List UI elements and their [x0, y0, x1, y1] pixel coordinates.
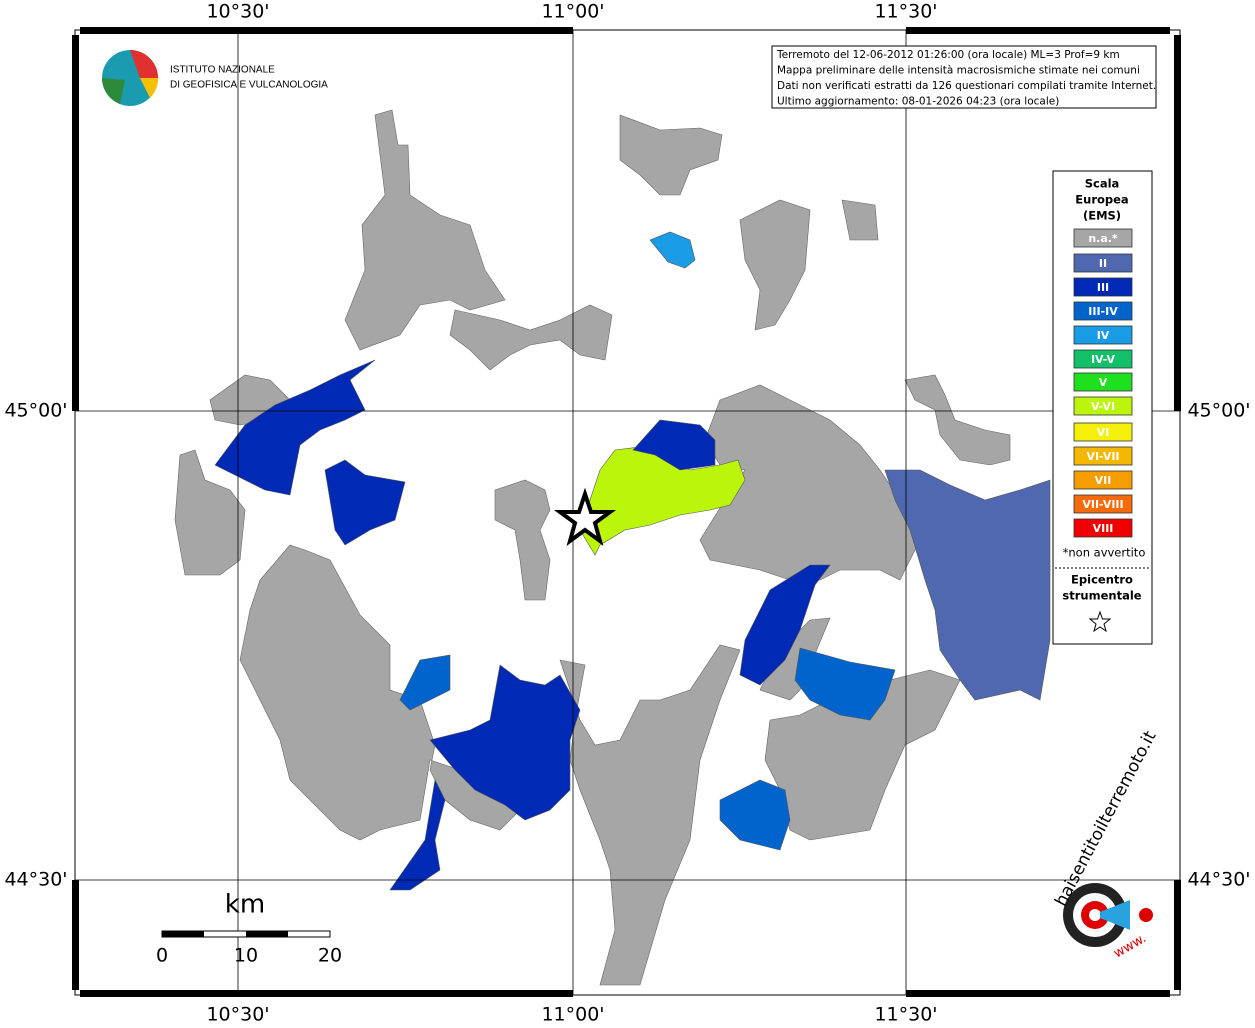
- lat-label: 44°30': [1187, 869, 1250, 891]
- lat-label: 45°00': [4, 400, 67, 422]
- legend-label: n.a.*: [1088, 232, 1118, 245]
- legend-note: *non avvertito: [1063, 546, 1146, 560]
- legend-epicentre: strumentale: [1062, 589, 1141, 603]
- legend-label: VII-VIII: [1082, 498, 1123, 511]
- legend-label: II: [1099, 257, 1107, 270]
- legend-swatch: [1073, 518, 1133, 538]
- lon-label: 10°30': [206, 1, 269, 23]
- epicentre-star: [553, 487, 617, 547]
- info-line: Ultimo aggiornamento: 08-01-2026 04:23 (…: [777, 96, 1059, 108]
- legend-label: IV-V: [1091, 353, 1116, 366]
- legend-label: IV: [1097, 329, 1110, 342]
- lat-label: 44°30': [4, 869, 67, 891]
- axis-labels: 10°30' 11°00' 11°30' 10°30' 11°00' 11°30…: [4, 1, 1250, 1026]
- lon-label: 10°30': [206, 1004, 269, 1025]
- legend: ScalaEuropea(EMS)n.a.*IIIIIIII-IVIVIV-VV…: [1055, 177, 1150, 633]
- legend-swatch: [1073, 446, 1133, 466]
- legend-swatch: [1073, 277, 1133, 297]
- legend-swatch: [1073, 372, 1133, 392]
- legend-title: (EMS): [1083, 209, 1121, 223]
- scale-unit: km: [225, 890, 265, 920]
- legend-label: V-VI: [1091, 400, 1115, 413]
- lon-label: 11°00': [541, 1004, 604, 1025]
- logo-text: DI GEOFISICA E VULCANOLOGIA: [170, 80, 328, 91]
- legend-swatch: [1073, 422, 1133, 442]
- legend-star: [1088, 610, 1112, 633]
- lat-label: 45°00': [1187, 400, 1250, 422]
- legend-label: V: [1099, 376, 1108, 389]
- legend-swatch: [1073, 494, 1133, 514]
- frame-bars: [72, 27, 1181, 997]
- ingv-logo: ISTITUTO NAZIONALE DI GEOFISICA E VULCAN…: [102, 50, 328, 106]
- scale-label: 0: [156, 945, 168, 967]
- info-line: Terremoto del 12-06-2012 01:26:00 (ora l…: [776, 49, 1120, 61]
- legend-label: III-IV: [1088, 305, 1118, 318]
- legend-label: VI: [1097, 426, 1110, 439]
- legend-swatch: [1073, 253, 1133, 273]
- lon-label: 11°30': [874, 1, 937, 23]
- scale-bar: km 0 10 20: [156, 890, 342, 967]
- scale-label: 10: [234, 945, 258, 967]
- lon-label: 11°30': [874, 1004, 937, 1025]
- legend-swatch: [1073, 470, 1133, 490]
- scale-label: 20: [318, 945, 342, 967]
- legend-title: Europea: [1075, 193, 1128, 207]
- lon-label: 11°00': [541, 1, 604, 23]
- legend-swatch: [1073, 301, 1133, 321]
- graticule: [75, 30, 1180, 995]
- legend-label: VIII: [1093, 522, 1114, 535]
- legend-swatch: [1073, 325, 1133, 345]
- logo-text: ISTITUTO NAZIONALE: [170, 65, 275, 76]
- municipalities-rated: [214, 231, 1051, 891]
- legend-label: III: [1097, 281, 1109, 294]
- legend-swatch: [1073, 349, 1133, 369]
- legend-label: VII: [1095, 474, 1112, 487]
- info-line: Mappa preliminare delle intensità macros…: [777, 65, 1140, 77]
- info-text: Terremoto del 12-06-2012 01:26:00 (ora l…: [776, 49, 1156, 108]
- legend-swatch: [1073, 396, 1133, 416]
- municipalities-na: [174, 109, 1011, 986]
- legend-epicentre: Epicentro: [1071, 573, 1133, 587]
- legend-title: Scala: [1085, 177, 1120, 191]
- legend-label: VI-VII: [1086, 450, 1119, 463]
- info-box: [771, 45, 1157, 109]
- legend-swatch: [1073, 228, 1133, 248]
- info-line: Dati non verificati estratti da 126 ques…: [777, 80, 1156, 92]
